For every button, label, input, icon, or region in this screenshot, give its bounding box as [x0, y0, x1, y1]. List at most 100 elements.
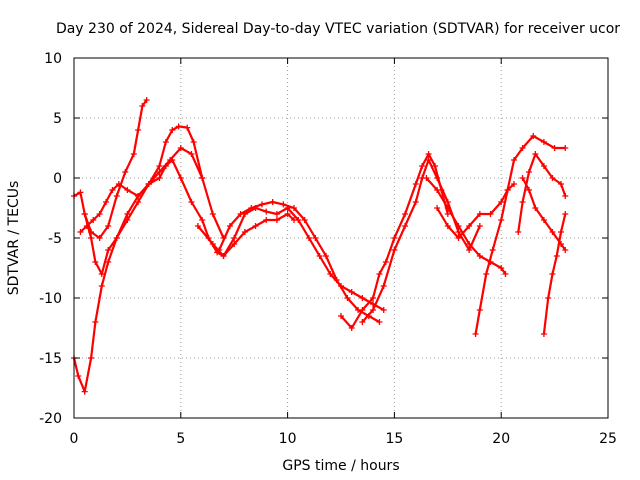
- series-trace: [340, 152, 449, 330]
- data-point: [402, 223, 409, 229]
- series-arc-12: [515, 151, 569, 235]
- data-point: [216, 247, 223, 253]
- data-point: [455, 229, 462, 235]
- data-point: [376, 271, 383, 277]
- series-arc-9: [423, 175, 509, 277]
- data-point: [525, 169, 532, 175]
- y-tick-label: 0: [53, 171, 62, 187]
- data-point: [295, 217, 302, 223]
- data-point: [359, 319, 366, 325]
- data-point: [476, 307, 483, 313]
- y-axis-label: SDTVAR / TECUs: [6, 181, 22, 296]
- x-tick-label: 10: [279, 431, 297, 447]
- data-point: [540, 331, 547, 337]
- data-point: [476, 211, 483, 217]
- data-point: [143, 97, 150, 103]
- series-trace: [72, 125, 204, 393]
- data-point: [109, 187, 116, 193]
- y-tick-label: -20: [39, 411, 62, 427]
- data-point: [444, 205, 451, 211]
- data-point: [444, 211, 451, 217]
- series-trace: [425, 177, 507, 275]
- data-point: [419, 163, 426, 169]
- data-point: [540, 163, 547, 169]
- axis-ticks: 0 5 10 15 20 25 -20 -15 -10 -5 0 5 10: [39, 51, 617, 447]
- data-point: [77, 189, 84, 196]
- data-point: [113, 193, 120, 199]
- data-point: [231, 241, 238, 247]
- series-arc-11: [472, 133, 569, 337]
- data-point: [316, 253, 323, 259]
- data-point: [226, 223, 233, 229]
- data-point: [258, 201, 265, 208]
- data-point: [263, 208, 270, 215]
- data-point: [135, 193, 142, 199]
- data-point: [549, 229, 556, 235]
- data-point: [145, 181, 152, 187]
- series-arc-7: [338, 151, 451, 331]
- data-point: [162, 163, 169, 169]
- series-arc-14: [540, 211, 569, 337]
- y-tick-label: -10: [39, 291, 62, 307]
- data-point: [269, 199, 276, 205]
- y-tick-label: -15: [39, 351, 62, 367]
- data-point: [88, 355, 95, 361]
- data-point: [188, 151, 195, 157]
- series-trace: [73, 99, 148, 240]
- data-point: [291, 205, 298, 211]
- data-point: [105, 223, 112, 229]
- data-point: [199, 175, 206, 181]
- data-point: [348, 325, 355, 331]
- series-arc-4: [81, 157, 298, 277]
- data-point: [92, 319, 99, 325]
- data-point: [558, 229, 565, 235]
- data-point: [487, 211, 494, 217]
- data-point: [376, 319, 383, 325]
- series-arc-2: [71, 123, 206, 395]
- data-point: [472, 331, 479, 337]
- x-tick-label: 15: [385, 431, 403, 447]
- data-point: [370, 295, 377, 301]
- series-trace: [79, 146, 225, 239]
- data-point: [498, 199, 505, 205]
- data-point: [96, 235, 103, 241]
- data-point: [98, 283, 105, 289]
- data-point: [241, 229, 248, 235]
- data-point: [504, 187, 511, 193]
- data-point: [231, 235, 238, 241]
- series-arc-1: [71, 97, 150, 241]
- series-trace: [542, 213, 567, 335]
- data-point: [124, 187, 131, 193]
- data-point: [549, 175, 556, 181]
- data-point: [209, 241, 216, 247]
- data-point: [169, 127, 176, 133]
- data-point: [220, 253, 227, 259]
- data-point: [327, 271, 334, 277]
- data-point: [284, 211, 291, 217]
- data-point: [175, 123, 182, 130]
- data-point: [338, 313, 344, 319]
- data-point: [423, 175, 430, 181]
- data-point: [199, 217, 206, 223]
- data-series-layer: [71, 97, 569, 395]
- data-point: [562, 247, 569, 253]
- data-point: [156, 163, 163, 169]
- data-point: [431, 163, 438, 169]
- data-point: [348, 289, 355, 295]
- data-point: [169, 157, 176, 163]
- data-point: [252, 223, 259, 229]
- data-point: [558, 181, 565, 187]
- data-point: [530, 133, 537, 139]
- data-point: [103, 199, 110, 205]
- data-point: [525, 187, 532, 193]
- data-point: [184, 124, 191, 131]
- y-tick-label: -5: [48, 231, 62, 247]
- x-axis-label: GPS time / hours: [282, 458, 399, 474]
- data-point: [519, 145, 526, 151]
- x-tick-label: 25: [599, 431, 617, 447]
- data-point: [263, 217, 270, 223]
- data-point: [139, 103, 146, 109]
- data-point: [194, 223, 201, 229]
- data-point: [305, 235, 312, 241]
